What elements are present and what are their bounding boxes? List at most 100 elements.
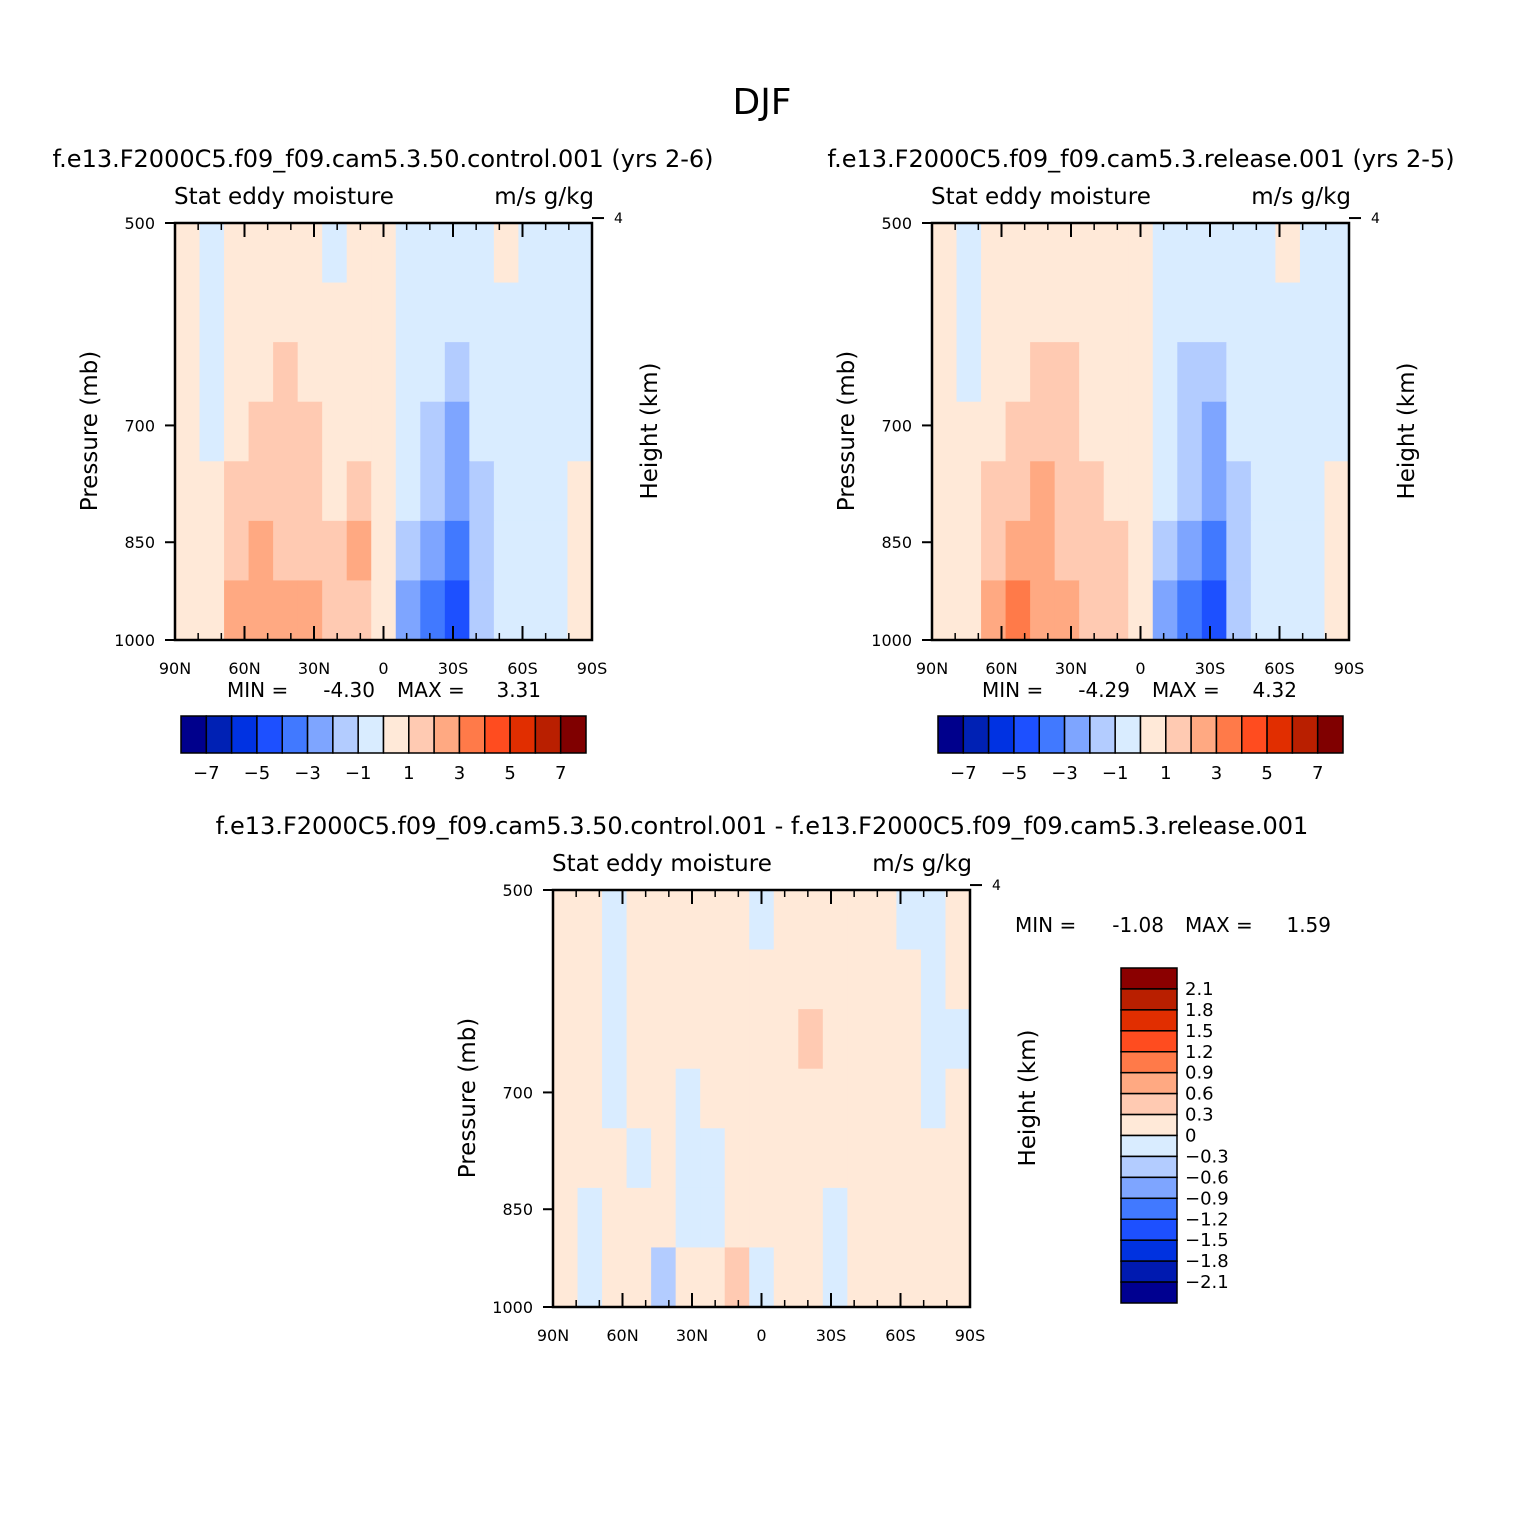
contour-cell bbox=[1226, 580, 1252, 641]
contour-cell bbox=[1299, 580, 1326, 641]
contour-cell bbox=[175, 223, 201, 284]
contour-cell bbox=[896, 1009, 922, 1070]
colorbar-box bbox=[306, 715, 334, 754]
contour-cell bbox=[1030, 461, 1056, 522]
contour-cell bbox=[248, 223, 274, 284]
contour-cell bbox=[1201, 520, 1227, 582]
contour-cell bbox=[651, 949, 677, 1010]
colorbar-box bbox=[1120, 1155, 1178, 1179]
contour-cell bbox=[1079, 223, 1105, 284]
contour-cell bbox=[493, 282, 520, 343]
contour-cell bbox=[346, 580, 372, 641]
contour-cell bbox=[175, 580, 201, 641]
contour-cell bbox=[773, 1247, 799, 1308]
contour-cell bbox=[1324, 520, 1350, 582]
colorbar-box bbox=[987, 715, 1015, 754]
contour-cell bbox=[297, 401, 323, 462]
x-tick-label: 0 bbox=[756, 1326, 766, 1345]
contour-cell bbox=[420, 580, 446, 641]
contour-cell bbox=[1250, 461, 1277, 522]
colorbar-box bbox=[484, 715, 511, 754]
contour-cell bbox=[847, 1247, 873, 1308]
colorbar-label: −7 bbox=[950, 763, 977, 784]
contour-cell bbox=[1299, 223, 1326, 284]
contour-cell bbox=[371, 520, 397, 582]
colorbar-label: −3 bbox=[294, 763, 321, 784]
contour-cell bbox=[1030, 580, 1056, 641]
panel-subtitle-right: m/s g/kg bbox=[1251, 184, 1351, 210]
contour-cell bbox=[981, 401, 1007, 462]
contour-cell bbox=[1250, 401, 1277, 462]
contour-cell bbox=[626, 1247, 652, 1308]
contour-cell bbox=[469, 342, 495, 403]
contour-cell bbox=[542, 461, 569, 522]
contour-cell bbox=[675, 1068, 701, 1129]
contour-cell bbox=[956, 520, 982, 582]
contour-cell bbox=[1250, 282, 1277, 343]
colorbar-box bbox=[205, 715, 233, 754]
contour-cell bbox=[847, 1068, 873, 1129]
contour-cell bbox=[1054, 342, 1080, 403]
contour-cell bbox=[322, 461, 348, 522]
min-value: -4.30 bbox=[323, 678, 375, 702]
contour-cell bbox=[626, 1068, 652, 1129]
contour-cell bbox=[920, 1187, 947, 1249]
contour-cell bbox=[981, 342, 1007, 403]
contour-cell bbox=[371, 282, 397, 343]
contour-cell bbox=[871, 890, 898, 951]
colorbar-box bbox=[1120, 1218, 1178, 1241]
contour-cell bbox=[1177, 580, 1203, 641]
contour-cell bbox=[273, 342, 299, 403]
contour-cell bbox=[322, 282, 348, 343]
contour-cell bbox=[847, 1009, 873, 1070]
y-tick-label: 850 bbox=[502, 1200, 533, 1219]
x-tick-label: 30N bbox=[1055, 659, 1087, 678]
contour-cell bbox=[567, 401, 593, 462]
contour-cell bbox=[675, 1009, 701, 1070]
y-right-tick-label: 4 bbox=[992, 878, 1001, 894]
colorbar-box bbox=[1215, 715, 1243, 754]
contour-cell bbox=[1275, 282, 1301, 343]
contour-cell bbox=[199, 342, 225, 403]
contour-cell bbox=[420, 342, 446, 403]
max-value: 1.59 bbox=[1286, 913, 1331, 937]
colorbar-box bbox=[1120, 1071, 1178, 1095]
contour-cell bbox=[518, 342, 544, 403]
contour-cell bbox=[322, 520, 348, 582]
colorbar-box bbox=[281, 715, 309, 754]
contour-cell bbox=[1201, 342, 1227, 403]
contour-cell bbox=[651, 1187, 677, 1249]
max-value: 3.31 bbox=[496, 678, 541, 702]
contour-cell bbox=[371, 461, 397, 522]
contour-cell bbox=[651, 1009, 677, 1070]
contour-cell bbox=[847, 1187, 873, 1249]
x-tick-label: 90S bbox=[955, 1326, 986, 1345]
contour-cell bbox=[700, 949, 726, 1010]
x-tick-label: 90N bbox=[916, 659, 948, 678]
contour-cell bbox=[322, 342, 348, 403]
contour-cell bbox=[602, 1187, 628, 1249]
max-label: MAX = bbox=[1152, 678, 1220, 702]
contour-cell bbox=[822, 1128, 848, 1189]
min-value: -1.08 bbox=[1112, 913, 1164, 937]
contour-cell bbox=[773, 1187, 799, 1249]
colorbar-box bbox=[1120, 988, 1178, 1011]
contour-cell bbox=[199, 401, 225, 462]
contour-cell bbox=[1324, 580, 1350, 641]
contour-cell bbox=[724, 1128, 750, 1189]
contour-cell bbox=[1152, 520, 1178, 582]
contour-cell bbox=[798, 1068, 824, 1129]
contour-cell bbox=[1299, 342, 1326, 403]
colorbar-box bbox=[357, 715, 385, 754]
contour-cell bbox=[371, 342, 397, 403]
contour-cell bbox=[871, 949, 898, 1010]
contour-cell bbox=[1250, 580, 1277, 641]
colorbar-box bbox=[1120, 1051, 1178, 1074]
colorbar-label: −7 bbox=[193, 763, 220, 784]
max-label: MAX = bbox=[1185, 913, 1253, 937]
colorbar-box bbox=[1120, 1092, 1178, 1116]
contour-cell bbox=[1005, 342, 1031, 403]
contour-cell bbox=[956, 580, 982, 641]
colorbar-box bbox=[382, 715, 410, 754]
contour-cell bbox=[1324, 223, 1350, 284]
